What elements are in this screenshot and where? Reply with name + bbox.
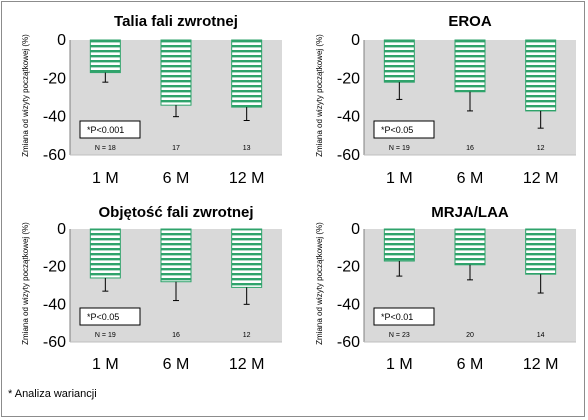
y-tick-label: -40 [43, 109, 66, 126]
significance-box [79, 307, 141, 326]
significance-label: *P<0.001 [87, 125, 124, 135]
category-label: 1 M [92, 170, 119, 187]
y-tick-label: 0 [351, 32, 360, 49]
y-axis-label: Zmiana od wizyty początkowej (%) [21, 34, 30, 157]
category-label: 1 M [386, 356, 413, 373]
n-label: N = 18 [95, 145, 116, 152]
chart-panel-eroa: EROA 0 -20 -40 -60 Zmiana od wizyty początkow… [315, 13, 576, 187]
bar [160, 39, 192, 106]
chart-panel-talia: Talia fali zwrotnej 0 -20 -40 -60 Zmiana od w… [21, 13, 282, 187]
n-label: N = 19 [95, 332, 116, 339]
chart-title: Objętość fali zwrotnej [98, 204, 253, 221]
category-label: 12 M [229, 356, 265, 373]
y-tick-label: 0 [351, 221, 360, 238]
category-label: 6 M [457, 356, 484, 373]
category-label: 6 M [163, 170, 190, 187]
y-axis-label: Zmiana od wizyty początkowej (%) [315, 222, 324, 345]
n-label: 20 [466, 332, 474, 339]
category-label: 12 M [523, 356, 559, 373]
y-tick-label: -20 [337, 259, 360, 276]
category-label: 12 M [229, 170, 265, 187]
bar [383, 39, 415, 83]
y-tick-label: -40 [337, 109, 360, 126]
significance-label: *P<0.05 [381, 125, 413, 135]
bar [383, 228, 415, 262]
category-label: 1 M [92, 356, 119, 373]
y-axis-label: Zmiana od wizyty początkowej (%) [315, 34, 324, 157]
category-label: 1 M [386, 170, 413, 187]
bar [89, 228, 121, 279]
y-tick-label: -60 [43, 334, 66, 351]
n-label: 17 [172, 145, 180, 152]
bar [231, 39, 263, 108]
n-label: N = 19 [389, 145, 410, 152]
significance-box [79, 120, 141, 139]
footnote: * Analiza wariancji [8, 388, 97, 400]
chart-title: EROA [448, 13, 492, 30]
category-label: 6 M [163, 356, 190, 373]
bar [454, 228, 486, 266]
bar [525, 228, 557, 275]
y-tick-label: -60 [337, 147, 360, 164]
bar [160, 228, 192, 283]
n-label: 14 [537, 332, 545, 339]
chart-panel-objetosc: Objętość fali zwrotnej 0 -20 -40 -60 Zmiana o… [21, 204, 282, 373]
y-tick-label: -60 [337, 334, 360, 351]
y-axis-label: Zmiana od wizyty początkowej (%) [21, 222, 30, 345]
significance-box [373, 307, 435, 326]
y-tick-label: -40 [337, 296, 360, 313]
category-label: 6 M [457, 170, 484, 187]
n-label: 16 [172, 332, 180, 339]
n-label: 12 [537, 145, 545, 152]
chart-title: Talia fali zwrotnej [114, 13, 238, 30]
n-label: N = 23 [389, 332, 410, 339]
bar [231, 228, 263, 288]
y-tick-label: -60 [43, 147, 66, 164]
bar [89, 39, 121, 74]
y-tick-label: -20 [43, 70, 66, 87]
n-label: 12 [243, 332, 251, 339]
significance-label: *P<0.05 [87, 312, 119, 322]
chart-panel-mrja-laa: MRJA/LAA 0 -20 -40 -60 Zmiana od wizyty począ… [315, 204, 576, 373]
y-tick-label: -20 [43, 259, 66, 276]
significance-label: *P<0.01 [381, 312, 413, 322]
chart-title: MRJA/LAA [431, 204, 509, 221]
n-label: 13 [243, 145, 251, 152]
y-tick-label: 0 [57, 221, 66, 238]
bar [525, 39, 557, 112]
bar [454, 39, 486, 93]
y-tick-label: 0 [57, 32, 66, 49]
category-label: 12 M [523, 170, 559, 187]
n-label: 16 [466, 145, 474, 152]
y-tick-label: -40 [43, 296, 66, 313]
significance-box [373, 120, 435, 139]
y-tick-label: -20 [337, 70, 360, 87]
